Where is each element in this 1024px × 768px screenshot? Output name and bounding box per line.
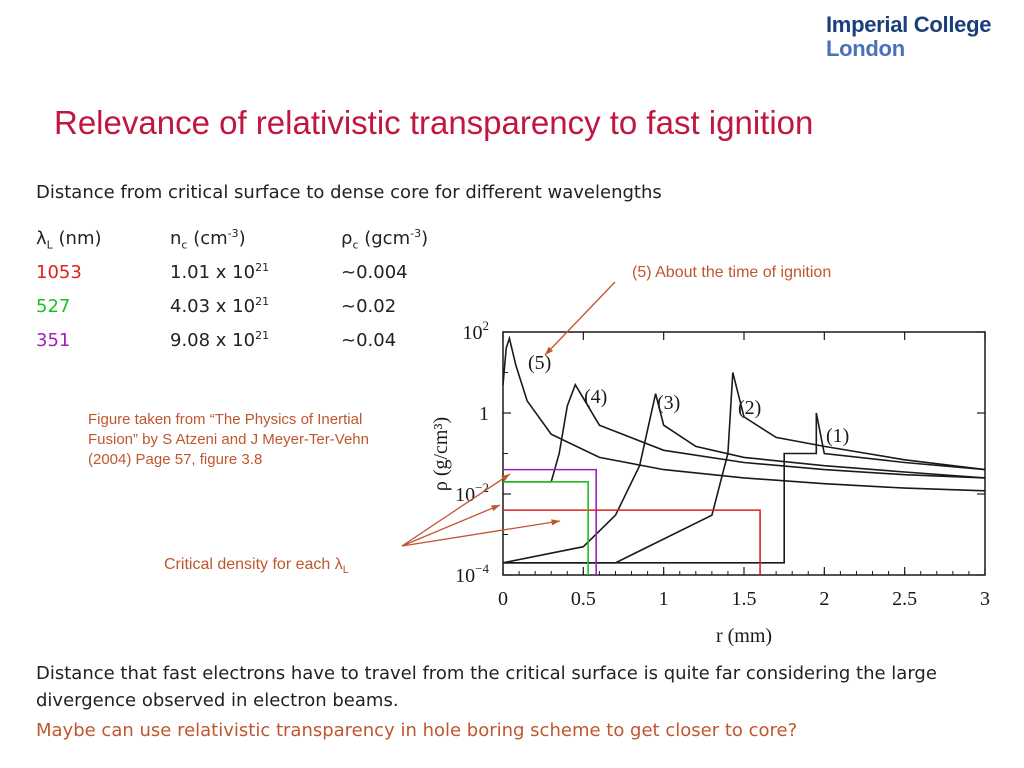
nc-value: 4.03 x 1021 (170, 296, 269, 317)
rho-value: ~0.04 (341, 330, 397, 351)
slide-title: Relevance of relativistic transparency t… (54, 104, 814, 141)
ignition-annotation: (5) About the time of ignition (632, 264, 832, 281)
rho-subscript: c (352, 238, 359, 252)
bottom-text-2: Maybe can use relativistic transparency … (36, 720, 798, 741)
nc-base: 1.01 x 10 (170, 262, 256, 283)
slide-subtitle: Distance from critical surface to dense … (36, 182, 662, 203)
curve-label: (4) (584, 386, 607, 408)
rho-unit: (gcm (358, 228, 411, 249)
nc-value: 9.08 x 1021 (170, 330, 269, 351)
nc-symbol: n (170, 228, 182, 249)
logo-line-2: London (826, 36, 905, 61)
annotation-arrow-line (401, 504, 501, 547)
critical-density-annotation: Critical density for each λL (164, 556, 349, 577)
x-tick-label: 3 (980, 588, 990, 610)
curve-label: (3) (657, 392, 680, 414)
header-lambda: λL (nm) (36, 228, 102, 252)
lambda-value: 351 (36, 330, 71, 351)
nc-base: 4.03 x 10 (170, 296, 256, 317)
lambda-value: 527 (36, 296, 71, 317)
axis-labels: r (mm) ρ (g/cm³) (430, 417, 772, 647)
plot-frame (502, 331, 986, 576)
arrow-head (491, 505, 500, 512)
nc-value: 1.01 x 1021 (170, 262, 269, 283)
density-curve-line (503, 372, 986, 564)
plot-border (502, 331, 986, 576)
density-curve-line (503, 382, 986, 483)
y-tick-label: 10−2 (455, 480, 489, 506)
plot-ticks (502, 331, 986, 576)
nc-exponent: 21 (255, 295, 270, 308)
curve-label: (5) (528, 352, 551, 374)
rho-value: ~0.004 (341, 262, 408, 283)
nc-exponent: 21 (255, 329, 270, 342)
tick-labels: 0 0.5 1 1.5 2 2.5 3 102 1 10−2 10−4 (455, 318, 990, 610)
density-curve-line (502, 335, 986, 492)
header-rho: ρc (gcm-3) (341, 227, 429, 252)
bottom-text-1: Distance that fast electrons have to tra… (36, 663, 937, 711)
nc-close: ) (238, 228, 246, 249)
header-nc: nc (cm-3) (170, 227, 246, 252)
x-tick-label: 2.5 (892, 588, 917, 610)
y-axis-label: ρ (g/cm³) (430, 417, 452, 491)
curve-label: (2) (738, 397, 761, 419)
x-tick-label: 1 (659, 588, 669, 610)
rho-value: ~0.02 (341, 296, 397, 317)
nc-unit: (cm (187, 228, 228, 249)
critical-density-line (503, 468, 597, 575)
curve-labels: (1) (2) (3) (4) (5) (528, 352, 849, 447)
imperial-college-logo: Imperial College London (826, 14, 991, 60)
density-curves (502, 335, 986, 564)
x-tick-label: 2 (819, 588, 829, 610)
critical-density-subscript: L (342, 564, 349, 577)
logo-line-1: Imperial College (826, 12, 992, 37)
annotation-arrow-line (544, 281, 616, 356)
nc-exponent: 21 (255, 261, 270, 274)
annotation-arrow-line (401, 473, 511, 547)
nc-subscript: c (181, 238, 188, 252)
critical-density-line (503, 509, 761, 575)
density-curve-line (503, 412, 986, 564)
y-tick-label: 10−4 (455, 561, 489, 587)
density-curve-line (502, 393, 986, 564)
curve-label: (1) (826, 425, 849, 447)
annotation-arrow-line (401, 520, 561, 547)
x-tick-label: 1.5 (732, 588, 757, 610)
rho-symbol: ρ (341, 228, 353, 249)
annotation-arrows (401, 281, 616, 547)
nc-base: 9.08 x 10 (170, 330, 256, 351)
lambda-unit: (nm) (52, 228, 102, 249)
critical-density-lines (503, 468, 761, 575)
lambda-subscript: L (46, 238, 53, 252)
figure-caption: Figure taken from “The Physics of Inerti… (88, 411, 369, 468)
arrow-head (545, 346, 554, 355)
y-tick-label: 1 (479, 403, 489, 425)
y-tick-label: 102 (463, 318, 490, 344)
lambda-value: 1053 (36, 262, 82, 283)
nc-unit-exponent: -3 (227, 227, 239, 240)
rho-unit-exponent: -3 (410, 227, 422, 240)
x-tick-label: 0 (498, 588, 508, 610)
critical-density-line (503, 481, 589, 575)
rho-close: ) (421, 228, 429, 249)
lambda-symbol: λ (36, 228, 47, 249)
x-axis-label: r (mm) (716, 625, 772, 647)
x-tick-label: 0.5 (571, 588, 596, 610)
arrow-head (501, 474, 510, 482)
critical-density-label: Critical density for each λ (164, 556, 343, 573)
arrow-head (551, 519, 560, 526)
